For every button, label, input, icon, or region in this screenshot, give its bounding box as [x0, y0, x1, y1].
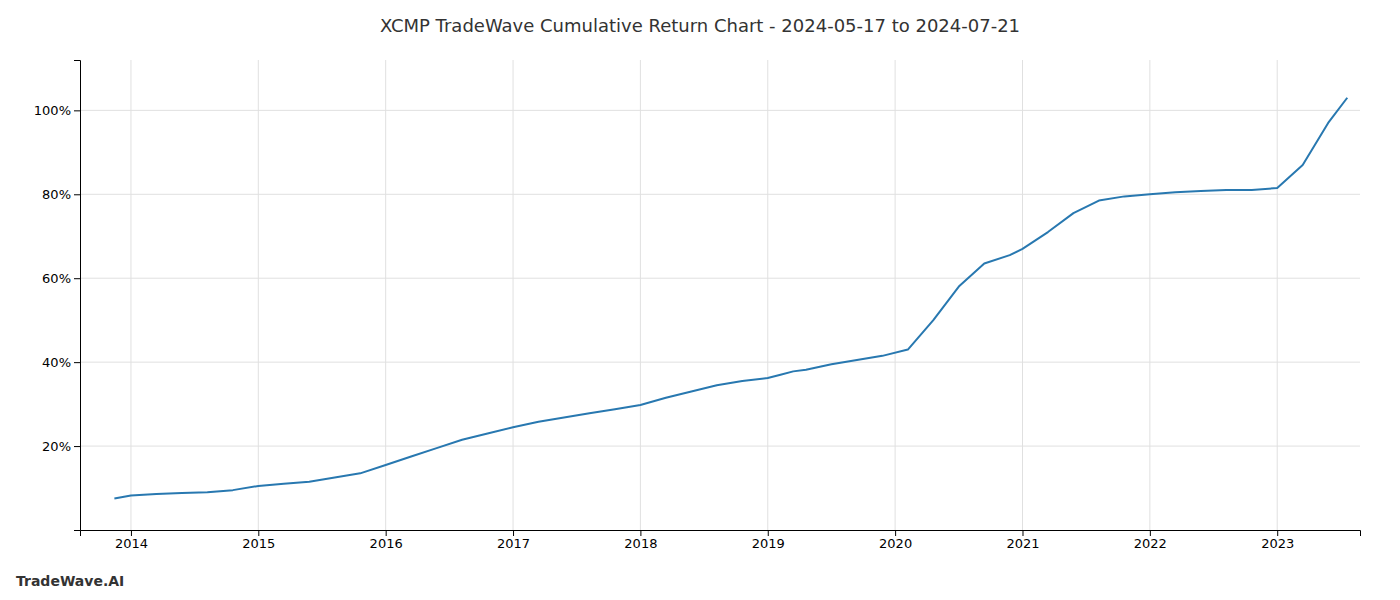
y-tick-label: 40%: [42, 355, 71, 370]
y-tick-label: 60%: [42, 271, 71, 286]
y-tick: 80%: [42, 187, 80, 202]
grid-line-y: [80, 278, 1360, 279]
x-tick-label: 2021: [1006, 536, 1039, 551]
watermark: TradeWave.AI: [16, 573, 124, 589]
chart: 2014 2015 2016 2017 2018 2019 2020 2021 2022 2023…: [0, 0, 1400, 600]
x-tick: 2023: [1261, 530, 1294, 551]
x-axis: 2014 2015 2016 2017 2018 2019 2020 2021 2022 2023: [81, 530, 1361, 551]
x-tick: 2020: [879, 530, 912, 551]
y-tick: 20%: [42, 439, 80, 454]
grid-line-x: [640, 60, 641, 530]
y-tick-mark: [74, 278, 80, 279]
y-axis: 20% 40% 60% 80% 100%: [34, 61, 81, 531]
y-tick-mark: [74, 446, 80, 447]
x-tick-mark: [895, 530, 896, 536]
x-tick: 2017: [497, 530, 530, 551]
x-tick-label: 2019: [752, 536, 785, 551]
x-tick-mark: [131, 530, 132, 536]
grid-line-x: [767, 60, 768, 530]
x-tick-mark: [1022, 530, 1023, 536]
x-tick: 2021: [1006, 530, 1039, 551]
x-tick-mark: [640, 530, 641, 536]
grid-line-x: [130, 60, 131, 530]
x-axis-line: [81, 531, 1361, 537]
grid-line-x: [895, 60, 896, 530]
x-tick-label: 2018: [624, 536, 657, 551]
x-tick: 2016: [370, 530, 403, 551]
x-tick-label: 2016: [370, 536, 403, 551]
series: [114, 98, 1347, 499]
x-tick: 2015: [242, 530, 275, 551]
x-tick: 2014: [115, 530, 148, 551]
y-tick: 60%: [42, 271, 80, 286]
y-tick-label: 20%: [42, 439, 71, 454]
y-axis-line: [74, 61, 81, 531]
x-tick-label: 2015: [242, 536, 275, 551]
x-tick-label: 2022: [1134, 536, 1167, 551]
y-tick: 40%: [42, 355, 80, 370]
x-tick-label: 2020: [879, 536, 912, 551]
grid-line-x: [1277, 60, 1278, 530]
y-tick: 100%: [34, 103, 80, 118]
x-tick-mark: [513, 530, 514, 536]
y-tick-label: 100%: [34, 103, 71, 118]
x-tick-mark: [1150, 530, 1151, 536]
grid-line-x: [1022, 60, 1023, 530]
y-tick-mark: [74, 194, 80, 195]
grid-line-x: [385, 60, 386, 530]
x-tick: 2019: [752, 530, 785, 551]
plot: 2014 2015 2016 2017 2018 2019 2020 2021 2022 2023…: [34, 60, 1361, 551]
title: XCMP TradeWave Cumulative Return Chart -…: [380, 15, 1020, 36]
grid: [80, 60, 1360, 530]
line: [114, 98, 1347, 499]
y-tick-label: 80%: [42, 187, 71, 202]
y-tick-mark: [74, 362, 80, 363]
grid-line-x: [1149, 60, 1150, 530]
grid-line-y: [80, 110, 1360, 111]
x-tick-mark: [386, 530, 387, 536]
x-tick-mark: [768, 530, 769, 536]
x-tick: 2018: [624, 530, 657, 551]
x-tick-label: 2017: [497, 536, 530, 551]
x-tick-label: 2014: [115, 536, 148, 551]
x-tick: 2022: [1134, 530, 1167, 551]
grid-line-y: [80, 194, 1360, 195]
grid-line-x: [258, 60, 259, 530]
grid-line-y: [80, 362, 1360, 363]
x-tick-mark: [1277, 530, 1278, 536]
grid-line-y: [80, 446, 1360, 447]
y-tick-mark: [74, 110, 80, 111]
x-tick-label: 2023: [1261, 536, 1294, 551]
x-tick-mark: [258, 530, 259, 536]
grid-line-x: [513, 60, 514, 530]
